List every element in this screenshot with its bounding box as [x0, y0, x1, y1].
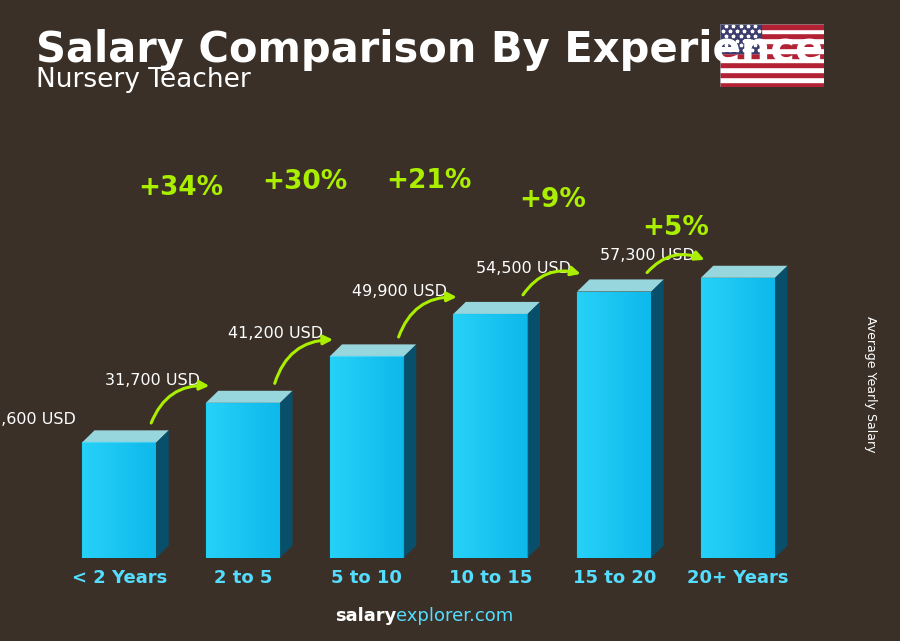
Polygon shape — [206, 391, 292, 403]
Polygon shape — [329, 344, 416, 356]
Polygon shape — [280, 391, 292, 558]
Text: +9%: +9% — [519, 187, 586, 213]
Text: explorer.com: explorer.com — [396, 607, 513, 625]
Text: Salary Comparison By Experience: Salary Comparison By Experience — [36, 29, 824, 71]
Text: +34%: +34% — [139, 174, 224, 201]
Text: Average Yearly Salary: Average Yearly Salary — [865, 317, 878, 453]
Text: 41,200 USD: 41,200 USD — [229, 326, 323, 341]
Bar — [720, 33, 824, 38]
Text: +30%: +30% — [262, 169, 347, 196]
Polygon shape — [82, 430, 169, 442]
Bar — [720, 38, 824, 43]
Text: +5%: +5% — [643, 215, 709, 240]
Bar — [720, 62, 824, 67]
Text: 31,700 USD: 31,700 USD — [104, 372, 200, 388]
Polygon shape — [404, 344, 416, 558]
Text: Nursery Teacher: Nursery Teacher — [36, 67, 251, 94]
Text: 23,600 USD: 23,600 USD — [0, 412, 76, 427]
Polygon shape — [527, 302, 540, 558]
Text: 57,300 USD: 57,300 USD — [599, 247, 695, 263]
Bar — [720, 24, 824, 29]
Bar — [720, 53, 824, 58]
Polygon shape — [577, 279, 663, 292]
Polygon shape — [701, 266, 788, 278]
Text: 54,500 USD: 54,500 USD — [476, 262, 571, 276]
Text: 49,900 USD: 49,900 USD — [352, 284, 447, 299]
Bar — [720, 48, 824, 53]
Bar — [720, 24, 761, 53]
Bar — [720, 58, 824, 62]
Bar — [720, 29, 824, 33]
Bar — [720, 72, 824, 77]
Text: +21%: +21% — [386, 169, 472, 194]
Bar — [720, 43, 824, 48]
Bar — [720, 81, 824, 87]
Text: salary: salary — [335, 607, 396, 625]
Bar — [720, 67, 824, 72]
Polygon shape — [775, 266, 788, 558]
Polygon shape — [652, 279, 663, 558]
Polygon shape — [157, 430, 169, 558]
Polygon shape — [454, 302, 540, 314]
Bar — [720, 77, 824, 81]
